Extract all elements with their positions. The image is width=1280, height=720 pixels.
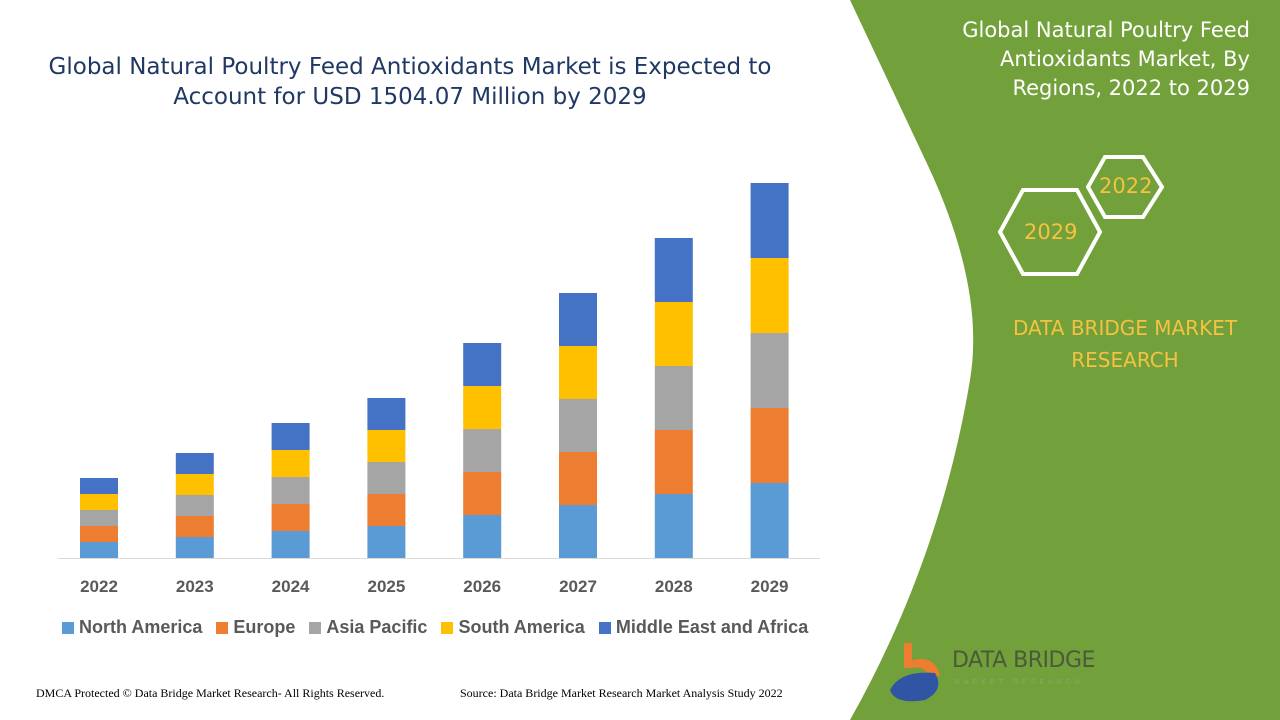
bar-segment: [80, 494, 118, 510]
legend-label: Europe: [233, 617, 296, 637]
bar-segment: [463, 386, 502, 429]
bar-segment: [80, 542, 118, 558]
bar-segment: [175, 495, 214, 516]
bar-segment: [750, 183, 789, 258]
footer-source: Source: Data Bridge Market Research Mark…: [460, 686, 783, 700]
bar-segment: [175, 516, 214, 537]
legend-label: Asia Pacific: [326, 617, 428, 637]
legend-swatch: [441, 621, 454, 634]
bar-segment: [463, 343, 502, 386]
legend-item: South America: [441, 617, 585, 638]
footer-copyright: DMCA Protected © Data Bridge Market Rese…: [36, 686, 385, 700]
legend-item: Middle East and Africa: [598, 617, 809, 638]
bar-segment: [367, 526, 406, 558]
legend-item: North America: [62, 617, 202, 638]
bar-segment: [271, 423, 310, 450]
legend-swatch: [216, 621, 229, 634]
legend-swatch: [309, 621, 322, 634]
hexagon-2029: [997, 188, 1103, 276]
bar-segment: [271, 477, 310, 504]
legend-label: North America: [79, 617, 203, 637]
x-tick-label: 2029: [751, 577, 789, 596]
legend-swatch: [62, 621, 74, 634]
bar-segment: [654, 302, 693, 366]
bar-segment: [654, 238, 693, 302]
bar-segment: [367, 398, 406, 430]
bar-segment: [463, 472, 502, 515]
legend-item: Asia Pacific: [309, 617, 427, 638]
logo-text: DATA BRIDGE: [952, 648, 1095, 673]
x-tick-label: 2024: [272, 577, 310, 596]
bar-segment: [750, 333, 789, 408]
bar-segment: [80, 526, 118, 542]
x-tick-label: 2022: [80, 577, 118, 596]
x-tick-label: 2028: [655, 577, 693, 596]
bar-segment: [271, 450, 310, 477]
bar-segment: [750, 408, 789, 483]
hexagon-2022: [1085, 155, 1165, 219]
legend-label: Middle East and Africa: [615, 617, 809, 637]
bar-segment: [559, 399, 597, 452]
bar-segment: [654, 366, 693, 430]
bar-segment: [175, 474, 214, 495]
bar-segment: [271, 531, 310, 558]
bar-segment: [559, 505, 597, 558]
bar-segment: [175, 453, 214, 474]
bar-segment: [367, 430, 406, 462]
green-panel: [850, 0, 1280, 720]
bar-segment: [654, 494, 693, 558]
bar-segment: [463, 429, 502, 472]
bar-segment: [80, 478, 118, 494]
bar-segment: [80, 510, 118, 526]
logo-icon: [890, 643, 940, 702]
bar-segment: [559, 346, 597, 399]
bar-segment: [175, 537, 214, 558]
legend: North America Europe Asia Pacific South Ame…: [62, 617, 808, 638]
bar-segment: [750, 258, 789, 333]
bar-segment: [367, 462, 406, 494]
logo-subtext: MARKET RESEARCH: [954, 679, 1084, 686]
bar-segment: [367, 494, 406, 526]
bar-segment: [750, 483, 789, 558]
x-tick-label: 2027: [559, 577, 597, 596]
hex-label-2022: 2022: [1099, 174, 1153, 198]
legend-item: Europe: [216, 617, 295, 638]
chart-title: Global Natural Poultry Feed Antioxidants…: [48, 54, 772, 110]
x-tick-label: 2023: [176, 577, 214, 596]
x-tick-label: 2026: [463, 577, 501, 596]
bar-segment: [271, 504, 310, 531]
hex-label-2029: 2029: [1024, 220, 1078, 244]
panel-title: Global Natural Poultry Feed Antioxidants…: [962, 18, 1250, 100]
bar-segment: [654, 430, 693, 494]
legend-label: South America: [458, 617, 585, 637]
bar-segment: [463, 515, 502, 558]
bar-segment: [559, 452, 597, 505]
brand-name: DATA BRIDGE MARKET RESEARCH: [1012, 316, 1238, 372]
bar-segment: [559, 293, 597, 346]
x-tick-label: 2025: [367, 577, 405, 596]
legend-swatch: [598, 621, 611, 634]
